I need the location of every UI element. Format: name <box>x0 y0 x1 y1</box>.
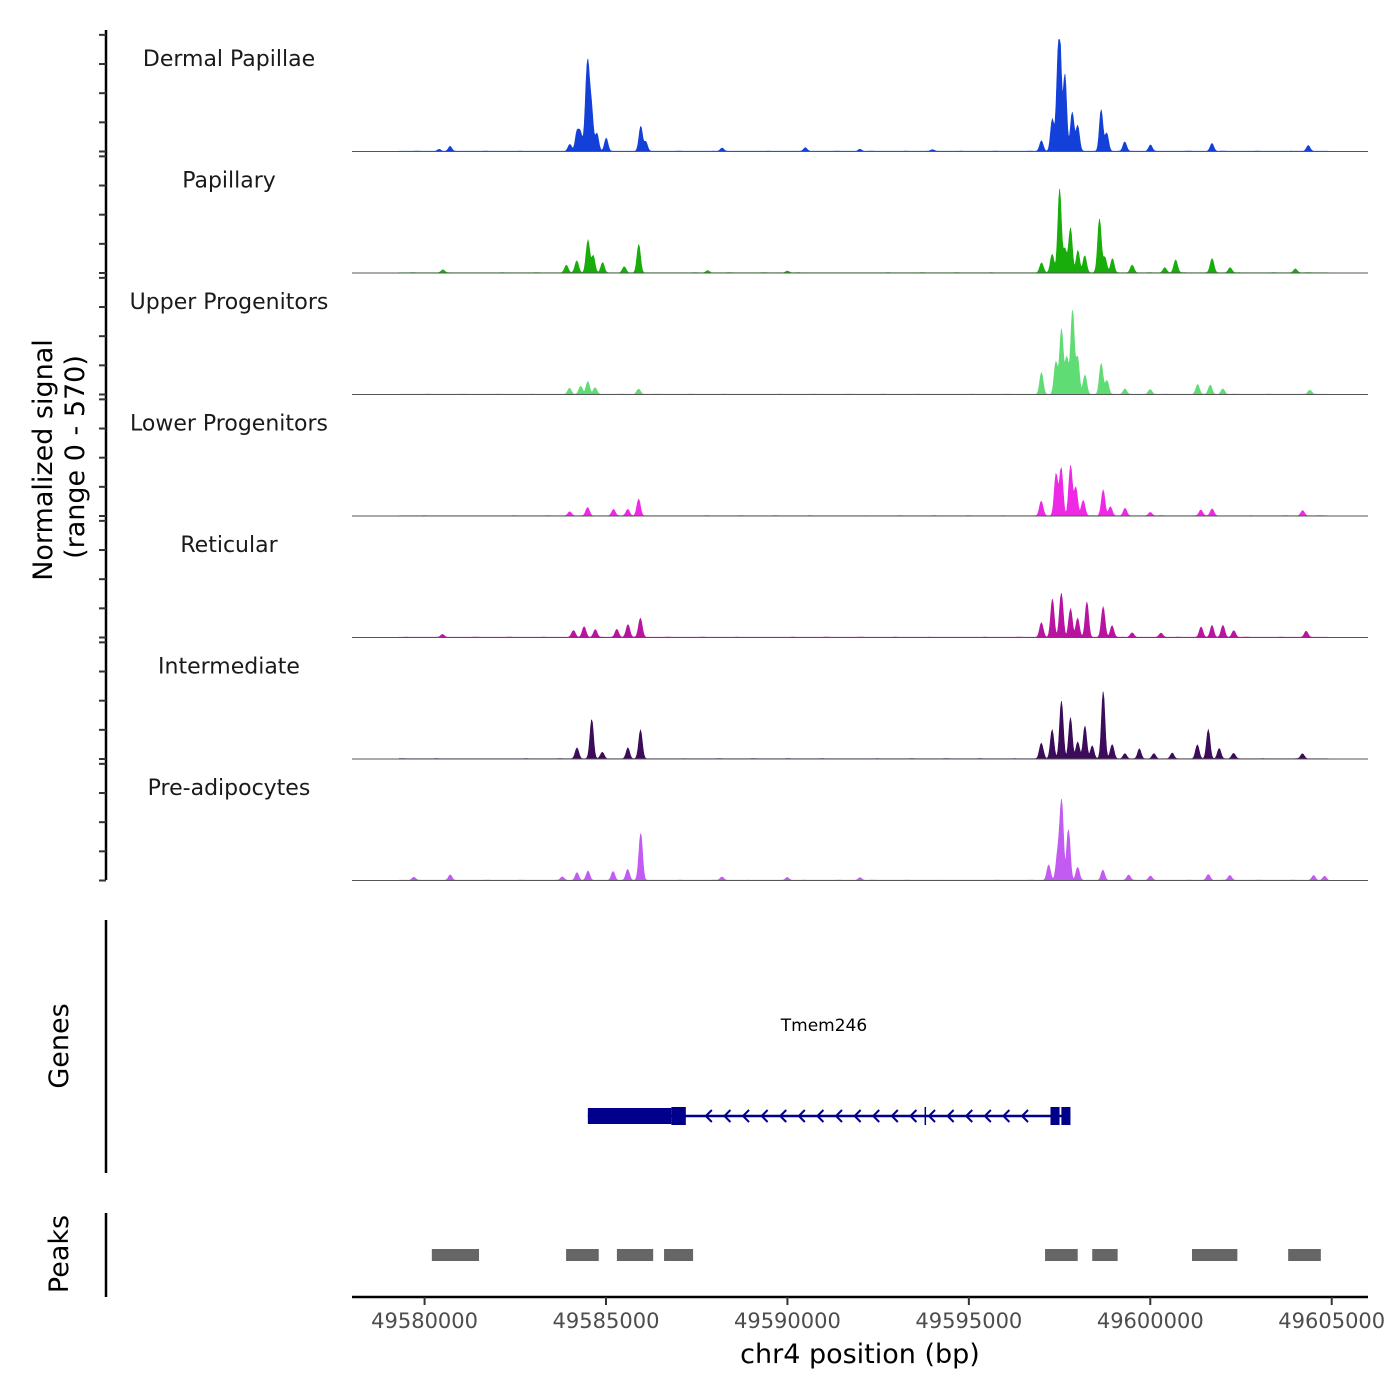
track-dermal-papillae <box>352 39 1368 152</box>
gene-model <box>587 1107 1071 1125</box>
peak-region-bar <box>616 1249 654 1261</box>
coverage-area <box>398 188 1329 274</box>
strand-arrow <box>797 1109 806 1123</box>
track-labels: Dermal Papillae Papillary Upper Progenitor… <box>130 47 329 801</box>
x-tick-label: 49590000 <box>734 1309 841 1333</box>
strand-arrow <box>1020 1109 1029 1123</box>
track-intermediate <box>352 691 1368 760</box>
x-tick-label: 49605000 <box>1278 1309 1385 1333</box>
coverage-area <box>398 593 1329 638</box>
track-label: Lower Progenitors <box>130 412 328 437</box>
gene-exon <box>671 1107 686 1125</box>
peak-regions <box>431 1249 1321 1261</box>
peak-region-bar <box>1192 1249 1238 1261</box>
track-label: Upper Progenitors <box>130 290 329 315</box>
strand-arrow <box>1002 1109 1011 1123</box>
coverage-area <box>398 310 1329 395</box>
strand-arrow <box>723 1109 732 1123</box>
track-label: Papillary <box>182 169 276 194</box>
coverage-area <box>398 691 1329 760</box>
strand-arrow <box>834 1109 843 1123</box>
gene-exon <box>1050 1107 1060 1125</box>
peak-region-bar <box>566 1249 599 1261</box>
signal-y-ticks <box>99 33 106 882</box>
strand-arrow <box>871 1109 880 1123</box>
track-reticular <box>352 593 1368 638</box>
y-axis-title-line1: Normalized signal <box>28 339 59 581</box>
peak-region-bar <box>1045 1249 1078 1261</box>
strand-arrow <box>778 1109 787 1123</box>
track-lower-progenitors <box>352 465 1368 517</box>
strand-arrow <box>946 1109 955 1123</box>
strand-arrow <box>816 1109 825 1123</box>
coverage-tracks <box>352 39 1368 881</box>
strand-arrow <box>890 1109 899 1123</box>
track-label: Intermediate <box>158 655 300 680</box>
track-label: Pre-adipocytes <box>148 776 311 801</box>
x-tick-label: 49585000 <box>553 1309 660 1333</box>
strand-arrow <box>927 1109 936 1123</box>
coverage-area <box>398 798 1329 881</box>
x-tick-label: 49580000 <box>371 1309 478 1333</box>
peak-region-bar <box>1288 1249 1321 1261</box>
x-tick-label: 49595000 <box>915 1309 1022 1333</box>
genes-track-title: Genes <box>44 1003 75 1088</box>
gene-exon <box>1061 1107 1071 1125</box>
track-label: Reticular <box>180 533 278 558</box>
peak-region-bar <box>1092 1249 1118 1261</box>
strand-arrow <box>964 1109 973 1123</box>
strand-arrow <box>704 1109 713 1123</box>
gene-label: Tmem246 <box>780 1016 867 1036</box>
track-pre-adipocytes <box>352 798 1368 881</box>
strand-arrow <box>853 1109 862 1123</box>
coverage-area <box>398 39 1329 152</box>
strand-arrow <box>983 1109 992 1123</box>
peak-region-bar <box>431 1249 479 1261</box>
peaks-track-title: Peaks <box>44 1215 75 1293</box>
x-axis-ticks: 49580000 49585000 49590000 49595000 49600000… <box>371 1297 1385 1333</box>
strand-arrow <box>909 1109 918 1123</box>
strand-arrow <box>741 1109 750 1123</box>
x-axis-title: chr4 position (bp) <box>740 1339 980 1370</box>
x-tick-label: 49600000 <box>1097 1309 1204 1333</box>
track-label: Dermal Papillae <box>143 47 315 72</box>
y-axis-title-line2: (range 0 - 570) <box>60 355 91 559</box>
track-papillary <box>352 188 1368 274</box>
coverage-area <box>398 465 1329 517</box>
track-upper-progenitors <box>352 310 1368 395</box>
strand-arrow <box>760 1109 769 1123</box>
peak-region-bar <box>664 1249 694 1261</box>
gene-exon <box>587 1108 672 1124</box>
